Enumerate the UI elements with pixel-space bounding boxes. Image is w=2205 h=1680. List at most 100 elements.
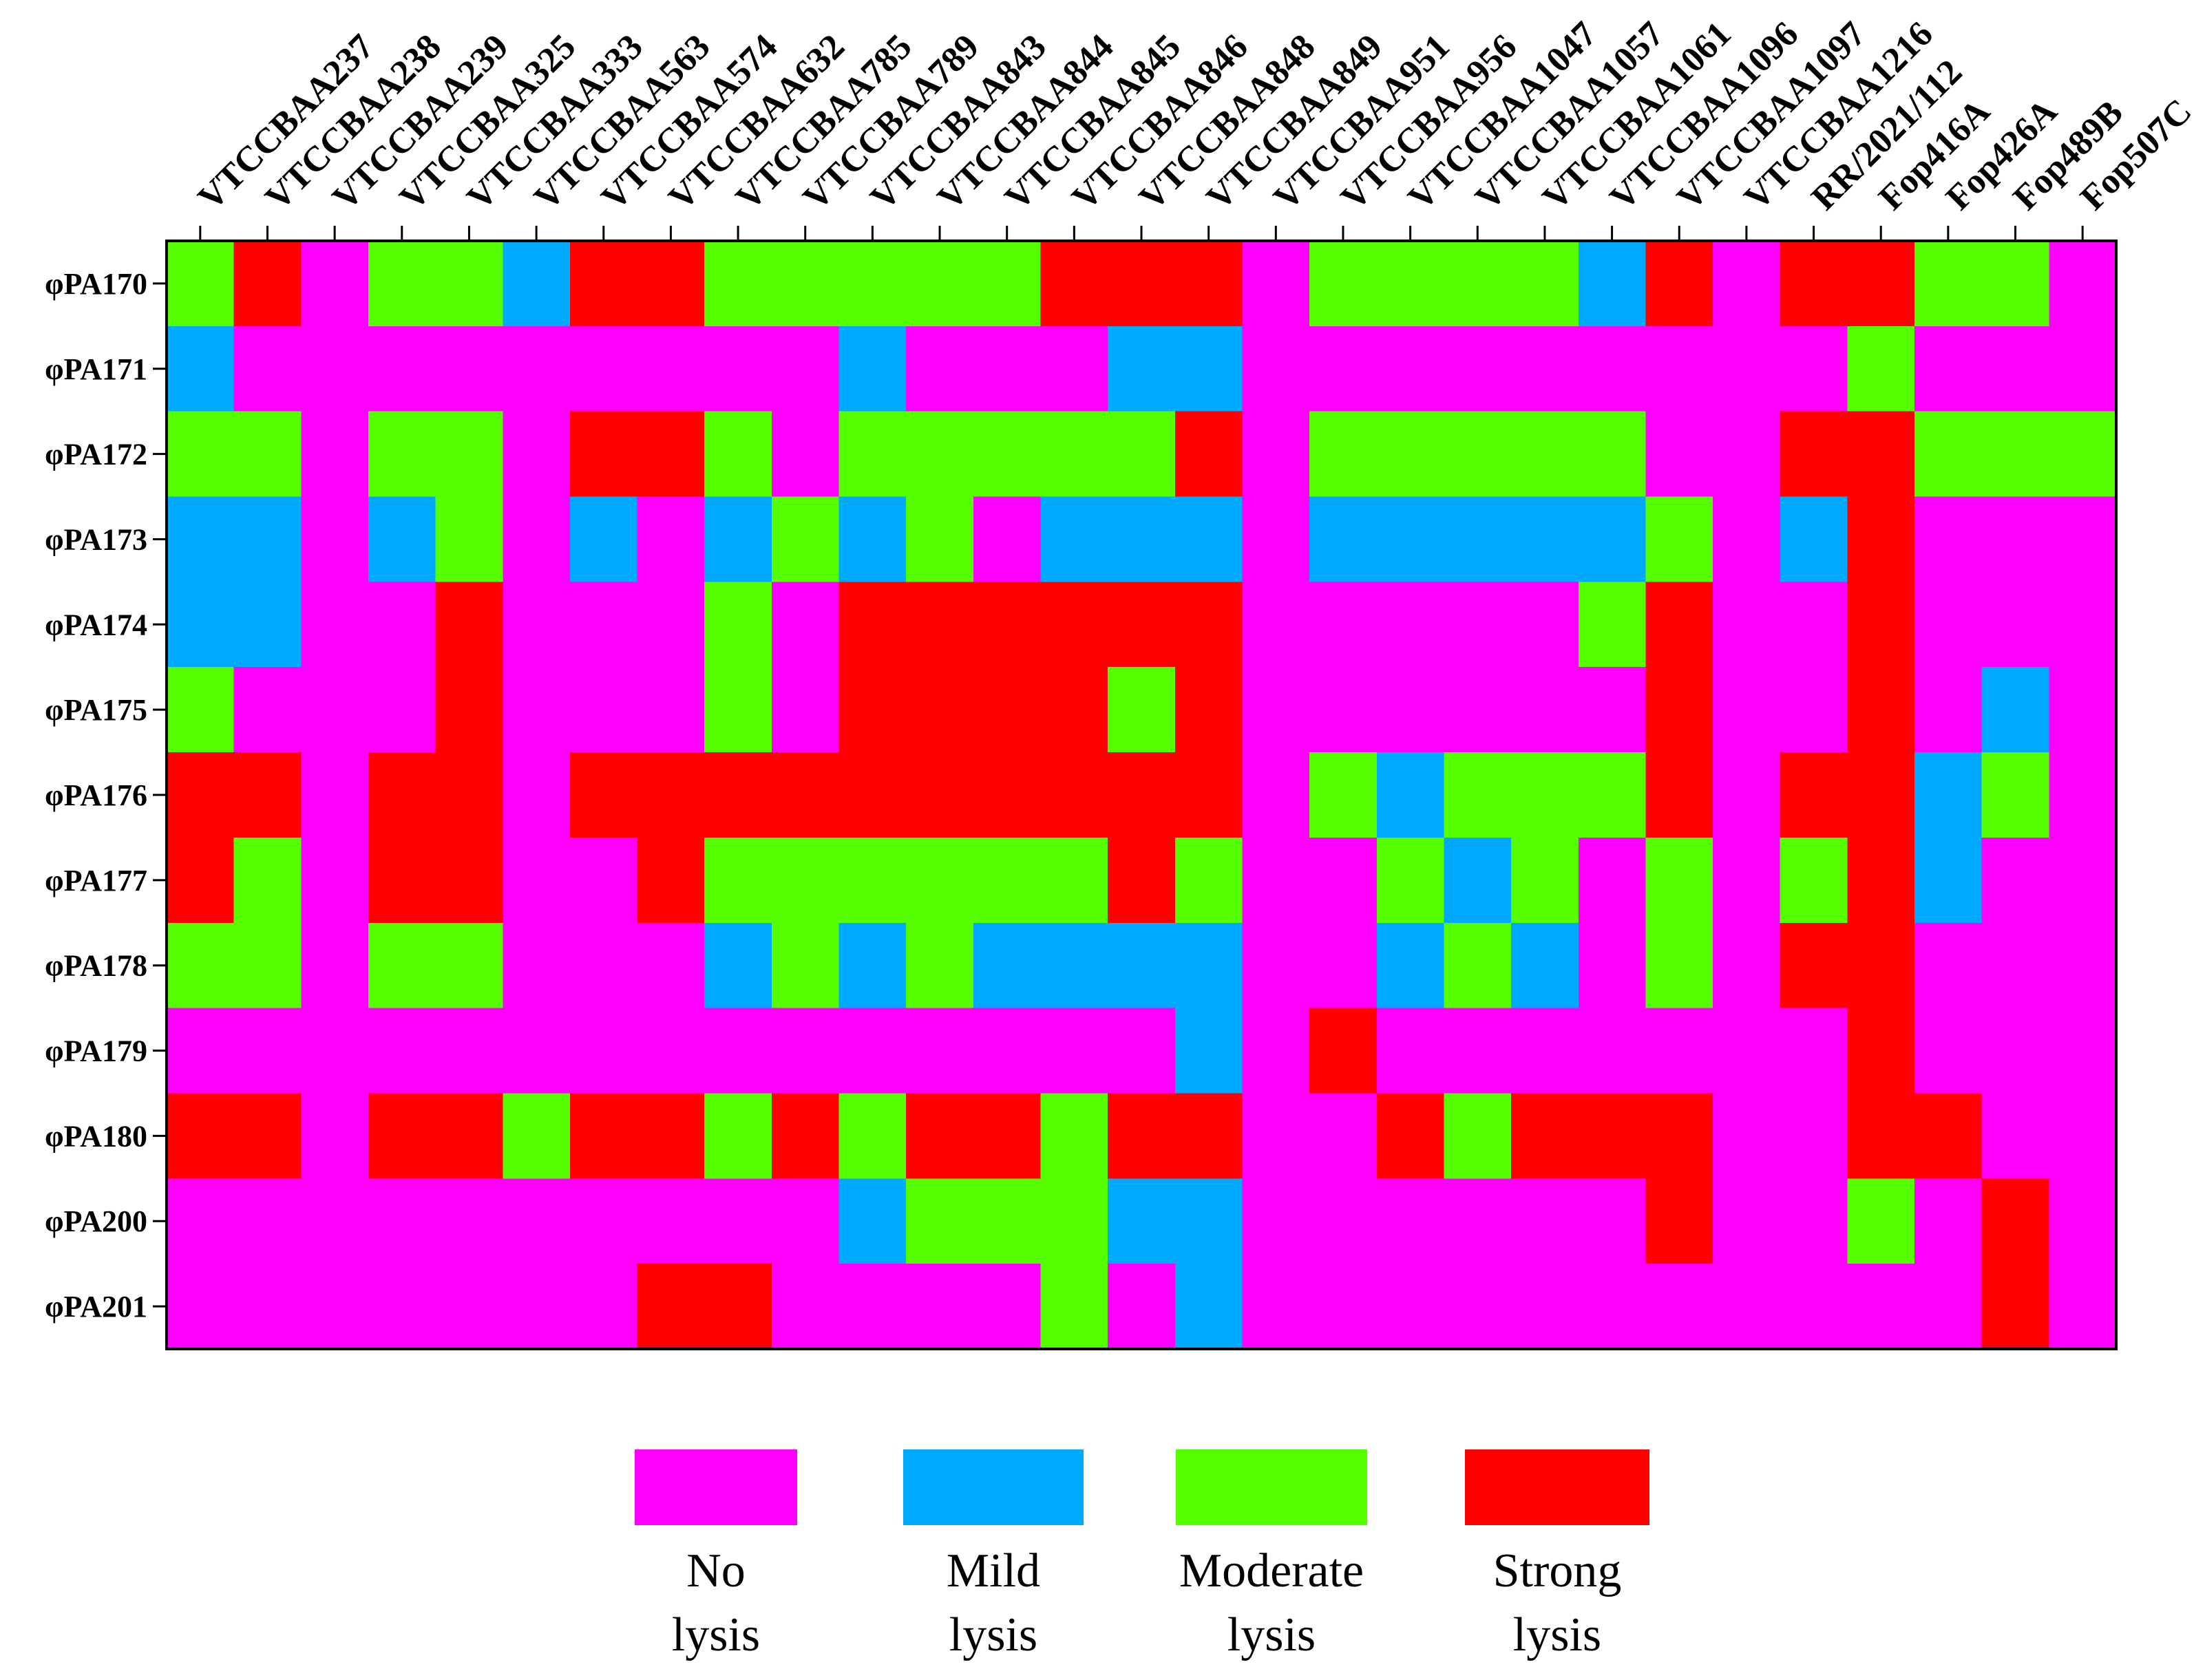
heatmap-cell [906, 752, 974, 838]
heatmap-cell [1914, 1008, 1983, 1094]
heatmap-cell [637, 496, 706, 583]
heatmap-cell [233, 582, 302, 668]
heatmap-cell [569, 1264, 638, 1350]
heatmap-cell [2049, 326, 2117, 412]
heatmap-cell [1780, 667, 1848, 753]
legend-label-line1: No [686, 1544, 746, 1597]
heatmap-cell [1645, 667, 1713, 753]
row-label: φPA175 [45, 693, 147, 727]
heatmap-cell [1040, 1178, 1108, 1264]
heatmap-cell [1309, 496, 1378, 583]
heatmap-cell [838, 1178, 907, 1264]
heatmap-cell [1713, 1264, 1781, 1350]
heatmap-cell [1578, 1178, 1647, 1264]
heatmap-cell [1174, 752, 1243, 838]
heatmap-cell [1914, 326, 1983, 412]
heatmap-cell [1578, 496, 1647, 583]
heatmap-cell [2049, 241, 2117, 327]
heatmap-cell [1174, 496, 1243, 583]
heatmap-cell [2049, 1008, 2117, 1094]
heatmap-cell [167, 241, 235, 327]
heatmap-cell [503, 1093, 571, 1180]
heatmap-cell [1645, 326, 1713, 412]
heatmap-cell [167, 922, 235, 1009]
heatmap-cell [771, 326, 840, 412]
heatmap-cell [1511, 752, 1579, 838]
heatmap-cell [771, 1178, 840, 1264]
heatmap-cell [167, 837, 235, 924]
heatmap-cell [1444, 411, 1512, 498]
heatmap-cell [973, 1008, 1042, 1094]
heatmap-cell [569, 241, 638, 327]
heatmap-cell [637, 241, 706, 327]
heatmap-cell [1981, 1093, 2050, 1180]
column-ticks [199, 226, 2084, 241]
heatmap-cell [704, 1178, 772, 1264]
heatmap-cell [906, 922, 974, 1009]
heatmap-cell [233, 411, 302, 498]
heatmap-cell [906, 1178, 974, 1264]
heatmap-cell [301, 496, 369, 583]
heatmap-cell [1242, 1008, 1310, 1094]
heatmap-cell [704, 582, 772, 668]
heatmap-cell [1040, 241, 1108, 327]
heatmap-cell [1981, 582, 2050, 668]
heatmap-cell [1242, 922, 1310, 1009]
heatmap-cell [704, 1008, 772, 1094]
heatmap-cell [973, 1178, 1042, 1264]
heatmap-cell [838, 1093, 907, 1180]
legend-label-line1: Mild [947, 1544, 1040, 1597]
heatmap-cell [1511, 667, 1579, 753]
heatmap-cell [1847, 496, 1915, 583]
heatmap-cell [906, 1008, 974, 1094]
heatmap-cell [1511, 1008, 1579, 1094]
heatmap-cell [973, 496, 1042, 583]
row-label: φPA178 [45, 949, 147, 983]
heatmap-cells [167, 241, 2117, 1350]
heatmap-cell [1914, 1264, 1983, 1350]
heatmap-cell [435, 752, 504, 838]
heatmap-cell [1645, 837, 1713, 924]
heatmap-cell [838, 411, 907, 498]
heatmap-cell [704, 496, 772, 583]
heatmap-cell [1040, 326, 1108, 412]
heatmap-cell [1645, 1178, 1713, 1264]
heatmap-cell [1981, 1008, 2050, 1094]
heatmap-cell [1780, 922, 1848, 1009]
heatmap-cell [233, 241, 302, 327]
heatmap-cell [1847, 1178, 1915, 1264]
heatmap-cell [1376, 1178, 1445, 1264]
heatmap-cell [301, 582, 369, 668]
legend-label-line1: Strong [1493, 1544, 1622, 1597]
heatmap-cell [1511, 837, 1579, 924]
heatmap-cell [973, 1264, 1042, 1350]
heatmap-cell [1108, 326, 1176, 412]
heatmap-cell [771, 496, 840, 583]
heatmap-cell [167, 1093, 235, 1180]
heatmap-cell [1780, 1093, 1848, 1180]
heatmap-cell [1174, 1008, 1243, 1094]
heatmap-cell [301, 837, 369, 924]
heatmap-cell [1040, 1093, 1108, 1180]
heatmap-cell [1981, 667, 2050, 753]
heatmap-cell [233, 752, 302, 838]
heatmap-cell [1847, 837, 1915, 924]
heatmap-cell [1108, 1178, 1176, 1264]
heatmap-cell [1578, 922, 1647, 1009]
row-label: φPA176 [45, 778, 147, 812]
heatmap-cell [1645, 1093, 1713, 1180]
row-label: φPA173 [45, 522, 147, 556]
heatmap-cell [1242, 1264, 1310, 1350]
heatmap-cell [1444, 1093, 1512, 1180]
row-label: φPA177 [45, 864, 147, 897]
heatmap-cell [1174, 922, 1243, 1009]
heatmap-cell [368, 241, 436, 327]
row-label: φPA179 [45, 1034, 147, 1068]
heatmap-cell [1780, 752, 1848, 838]
heatmap-cell [1645, 752, 1713, 838]
heatmap-cell [569, 667, 638, 753]
heatmap-cell [906, 411, 974, 498]
heatmap-cell [2049, 1093, 2117, 1180]
heatmap-cell [637, 1008, 706, 1094]
heatmap-cell [368, 1264, 436, 1350]
